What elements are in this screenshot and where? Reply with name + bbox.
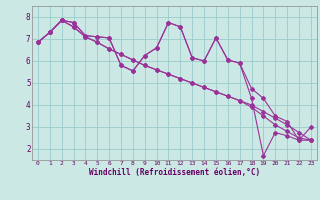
X-axis label: Windchill (Refroidissement éolien,°C): Windchill (Refroidissement éolien,°C) xyxy=(89,168,260,177)
